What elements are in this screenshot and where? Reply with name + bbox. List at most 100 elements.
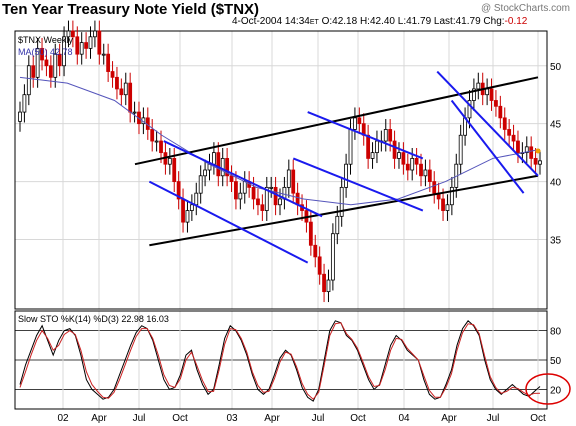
price-bar-107: [489, 88, 494, 101]
sto-label: Slow STO %K(14) %D(3) 22.98 16.03: [18, 314, 169, 324]
price-bar-41: [198, 175, 203, 194]
price-bar-24: [123, 82, 128, 96]
price-bar-100: [458, 134, 463, 165]
price-bar-14: [79, 42, 84, 55]
quote-low: L:41.79: [397, 16, 432, 27]
highlight-circle: [525, 373, 571, 405]
price-bar-15: [84, 42, 89, 49]
sto-y-tick-2: 80: [550, 327, 562, 338]
last-price-marker: [535, 148, 541, 154]
price-bar-103: [471, 88, 476, 101]
price-bar-51: [242, 181, 247, 194]
price-bar-40: [194, 192, 199, 206]
trend-channels: [134, 70, 539, 264]
price-bar-35: [172, 158, 177, 182]
price-bar-25: [128, 82, 133, 113]
price-bar-111: [507, 129, 512, 136]
price-bar-87: [401, 152, 406, 165]
price-bar-44: [211, 152, 216, 165]
price-bar-42: [203, 169, 207, 177]
ma50-line-group: [19, 76, 541, 206]
price-bar-4: [35, 47, 40, 78]
price-bar-59: [278, 198, 282, 206]
price-bar-26: [132, 111, 137, 114]
quote-last: Last:41.79: [433, 16, 481, 27]
price-bar-5: [40, 47, 44, 61]
price-bar-68: [317, 256, 322, 275]
price-bar-23: [119, 88, 124, 96]
price-bar-108: [494, 100, 498, 107]
x-tick-2: Jul: [133, 413, 146, 424]
price-bar-30: [150, 129, 155, 142]
price-bar-113: [516, 140, 520, 154]
price-bar-49: [234, 181, 238, 200]
trend-channel-line-0: [134, 76, 539, 166]
price-bar-54: [256, 198, 260, 206]
price-bar-17: [93, 30, 97, 38]
sto-grid: [15, 311, 547, 409]
price-bar-77: [357, 117, 362, 125]
x-tick-8: 04: [398, 413, 410, 424]
price-bar-109: [498, 105, 503, 119]
quote-bar: 4-Oct-2004 14:34ET O:42.18 H:42.40 L:41.…: [232, 16, 527, 27]
price-bar-116: [529, 146, 534, 159]
price-bar-34: [167, 158, 172, 165]
quote-chg-label: Chg:: [483, 16, 505, 27]
price-bar-8: [53, 53, 58, 78]
price-bar-117: [533, 158, 538, 165]
price-bar-83: [383, 129, 388, 142]
price-bar-106: [485, 88, 490, 96]
price-bar-12: [70, 30, 75, 38]
price-bar-115: [524, 146, 529, 154]
price-bar-86: [397, 152, 401, 159]
price-bar-56: [264, 186, 269, 211]
x-tick-7: Oct: [350, 413, 366, 424]
trend-channel-line-2: [163, 140, 323, 218]
sto-y-tick-1: 50: [550, 356, 562, 367]
x-tick-4: 03: [226, 413, 238, 424]
y-axis-ticks: 35 40 45 50 20 50 80: [550, 62, 562, 397]
price-bar-90: [414, 158, 419, 165]
price-grid: [15, 31, 547, 309]
ma50-line: [19, 76, 541, 206]
price-bar-88: [405, 163, 410, 171]
x-axis-ticks: 02 Apr Jul Oct 03 Apr Jul Oct 04 Apr Jul Oct: [57, 413, 546, 424]
quote-high: H:42.40: [359, 16, 395, 27]
watermark: @ StockCharts.com: [480, 3, 570, 14]
trend-channel-line-3: [148, 180, 309, 264]
price-bar-2: [26, 65, 31, 96]
price-bar-96: [441, 198, 445, 211]
price-bar-80: [370, 152, 375, 159]
sto-panel-frame: [14, 310, 548, 410]
price-bar-118: [538, 160, 542, 165]
price-bar-92: [423, 169, 428, 177]
price-bar-3: [31, 65, 36, 78]
price-bar-22: [115, 76, 119, 90]
price-bar-0: [18, 111, 22, 122]
price-bar-71: [330, 233, 335, 281]
price-bar-36: [176, 181, 181, 200]
x-tick-10: Jul: [487, 413, 500, 424]
price-bar-45: [216, 152, 221, 177]
price-bar-18: [97, 30, 102, 55]
price-bar-1: [22, 94, 27, 113]
price-bar-102: [467, 100, 472, 119]
trend-channel-line-1: [149, 174, 539, 247]
x-tick-3: Oct: [172, 413, 188, 424]
price-bar-84: [388, 129, 393, 142]
price-bar-110: [502, 117, 507, 130]
ma-label: MA(50) 42.78: [18, 47, 73, 57]
price-bar-6: [44, 59, 49, 67]
price-bar-16: [88, 36, 93, 49]
quote-chg-value: -0.12: [504, 16, 528, 27]
price-y-tick-2: 45: [550, 120, 562, 131]
price-bar-55: [260, 204, 265, 211]
quote-date: 4-Oct-2004: [232, 16, 283, 27]
price-bar-112: [511, 134, 516, 142]
price-bar-69: [322, 273, 326, 293]
price-bar-48: [229, 175, 234, 182]
price-bar-79: [366, 134, 371, 159]
price-bar-74: [344, 163, 349, 188]
price-bar-10: [62, 36, 66, 67]
